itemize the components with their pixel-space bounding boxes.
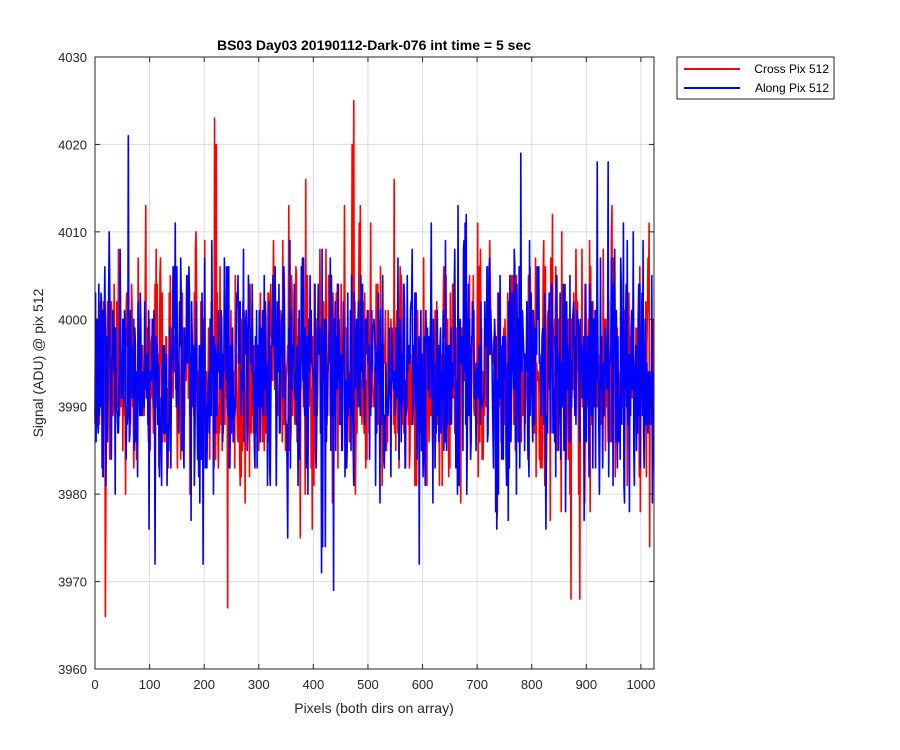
x-tick-label: 400 (303, 677, 325, 692)
y-tick-label: 3980 (58, 487, 87, 502)
legend: Cross Pix 512 Along Pix 512 (676, 56, 835, 100)
y-tick-label: 4000 (58, 312, 87, 327)
x-tick-label: 500 (357, 677, 379, 692)
plot-frame (94, 56, 655, 670)
x-tick-label: 1000 (626, 677, 655, 692)
legend-label-along: Along Pix 512 (755, 81, 829, 95)
chart-title: BS03 Day03 20190112-Dark-076 int time = … (217, 37, 531, 53)
axis-ticks: 0 100 200 300 400 500 600 700 800 900 1000 3960 3970… (58, 50, 655, 692)
legend-box (676, 56, 835, 100)
x-tick-label: 900 (575, 677, 597, 692)
y-tick-label: 4020 (58, 137, 87, 152)
legend-label-cross: Cross Pix 512 (754, 62, 829, 76)
x-tick-label: 800 (521, 677, 543, 692)
y-tick-label: 4010 (58, 225, 87, 240)
x-tick-label: 600 (412, 677, 434, 692)
series-group (94, 99, 655, 618)
x-tick-label: 100 (139, 677, 161, 692)
y-tick-label: 3970 (58, 575, 87, 590)
y-axis-label: Signal (ADU) @ pix 512 (30, 288, 46, 437)
x-tick-label: 700 (466, 677, 488, 692)
x-tick-label: 300 (248, 677, 270, 692)
x-tick-label: 0 (91, 677, 98, 692)
x-axis-label: Pixels (both dirs on array) (294, 700, 454, 716)
y-tick-label: 4030 (58, 50, 87, 65)
y-tick-label: 3990 (58, 400, 87, 415)
x-tick-label: 200 (193, 677, 215, 692)
series-line-along-pix-512 (94, 134, 655, 592)
y-tick-label: 3960 (58, 662, 87, 677)
